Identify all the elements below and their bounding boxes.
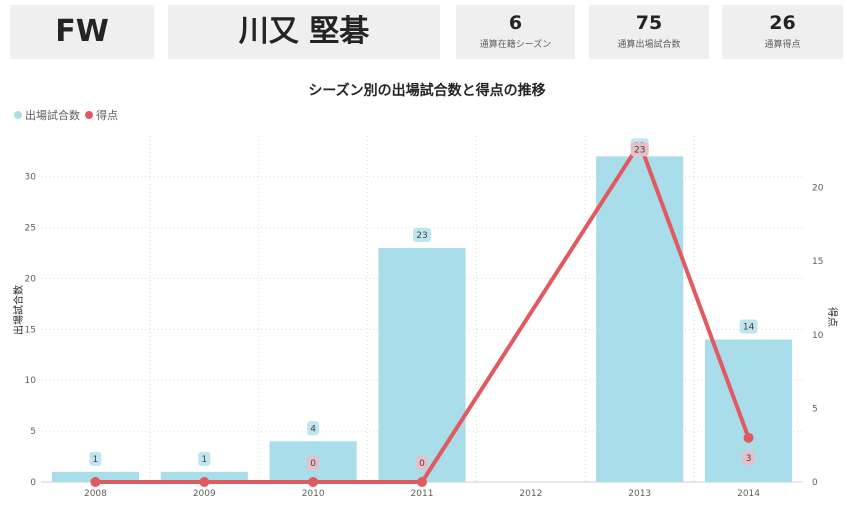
x-tick-label: 2014 xyxy=(737,489,760,499)
x-tick-label: 2010 xyxy=(302,489,325,499)
y-right-tick-label: 0 xyxy=(812,478,818,488)
bar xyxy=(160,471,248,482)
point-data-label: 0 xyxy=(419,459,425,469)
kpi-seasons-value: 6 xyxy=(508,12,523,34)
bar-data-label-bg xyxy=(198,451,211,466)
bar-data-label-bg xyxy=(739,319,758,334)
x-tick-label: 2008 xyxy=(84,489,107,499)
legend-bar-label[interactable]: 出場試合数 xyxy=(25,108,80,122)
legend-line-label[interactable]: 得点 xyxy=(96,109,118,122)
position-value: FW xyxy=(55,14,109,49)
kpi-appearances-value: 75 xyxy=(635,12,663,34)
x-tick-label: 2012 xyxy=(519,489,542,499)
y-left-tick-label: 10 xyxy=(25,376,37,386)
x-tick-label: 2011 xyxy=(411,489,434,499)
y-right-tick-label: 5 xyxy=(812,404,818,414)
kpi-appearances-label: 通算出場試合数 xyxy=(617,40,681,50)
point-data-label: 0 xyxy=(310,459,316,469)
goals-line xyxy=(95,141,751,484)
y-left-tick-label: 0 xyxy=(30,478,36,488)
bar-data-label: 14 xyxy=(743,323,755,333)
kpi-card-appearances: 75 通算出場試合数 xyxy=(589,5,709,59)
legend-bar-marker xyxy=(14,111,22,119)
kpi-goals-value: 26 xyxy=(769,12,796,34)
y-left-tick-label: 5 xyxy=(30,427,36,437)
point-data-label-bg xyxy=(630,142,649,157)
y-left-tick-label: 25 xyxy=(25,224,36,234)
point-data-label: 23 xyxy=(634,145,645,155)
y-left-tick-label: 15 xyxy=(25,325,36,335)
y-axis-right-title: 得点 xyxy=(826,307,838,327)
bar xyxy=(51,471,139,482)
bar xyxy=(378,247,466,482)
kpi-goals-label: 通算得点 xyxy=(764,40,801,50)
legend-line-marker xyxy=(85,111,93,119)
point-data-label-bg xyxy=(416,456,428,470)
point-data-label: 3 xyxy=(746,454,752,464)
y-right-tick-label: 15 xyxy=(812,257,823,267)
chart-title: シーズン別の出場試合数と得点の推移 xyxy=(308,82,545,99)
bar-data-label: 23 xyxy=(416,231,427,241)
bar-data-label: 1 xyxy=(93,455,99,465)
point-data-label-bg xyxy=(307,456,320,470)
goals-point xyxy=(90,477,101,487)
x-tick-label: 2009 xyxy=(193,489,216,499)
point-data-label-bg xyxy=(742,450,755,465)
y-right-tick-label: 20 xyxy=(812,184,824,194)
player-name-card: 川又 堅碁 xyxy=(168,5,440,59)
bar-data-label: 1 xyxy=(201,455,207,465)
bar-data-label-bg xyxy=(413,227,431,242)
y-axis-left-title: 出場試合数 xyxy=(12,285,25,335)
kpi-seasons-label: 通算在籍シーズン xyxy=(479,40,552,50)
bar-data-label-bg xyxy=(89,451,102,466)
bar-data-label-bg xyxy=(307,421,320,436)
position-card: FW xyxy=(10,5,154,59)
x-tick-label: 2013 xyxy=(628,489,651,499)
goals-point xyxy=(417,477,427,487)
goals-point xyxy=(743,432,754,443)
kpi-card-goals: 26 通算得点 xyxy=(722,5,843,59)
goals-point xyxy=(199,477,210,487)
y-right-tick-label: 10 xyxy=(812,331,824,341)
y-left-tick-label: 30 xyxy=(25,173,37,183)
player-name: 川又 堅碁 xyxy=(238,14,370,49)
kpi-card-seasons: 6 通算在籍シーズン xyxy=(456,5,575,59)
bar xyxy=(596,156,684,482)
bar-data-label: 4 xyxy=(310,424,316,434)
goals-point xyxy=(308,477,319,487)
y-left-tick-label: 20 xyxy=(25,274,37,284)
